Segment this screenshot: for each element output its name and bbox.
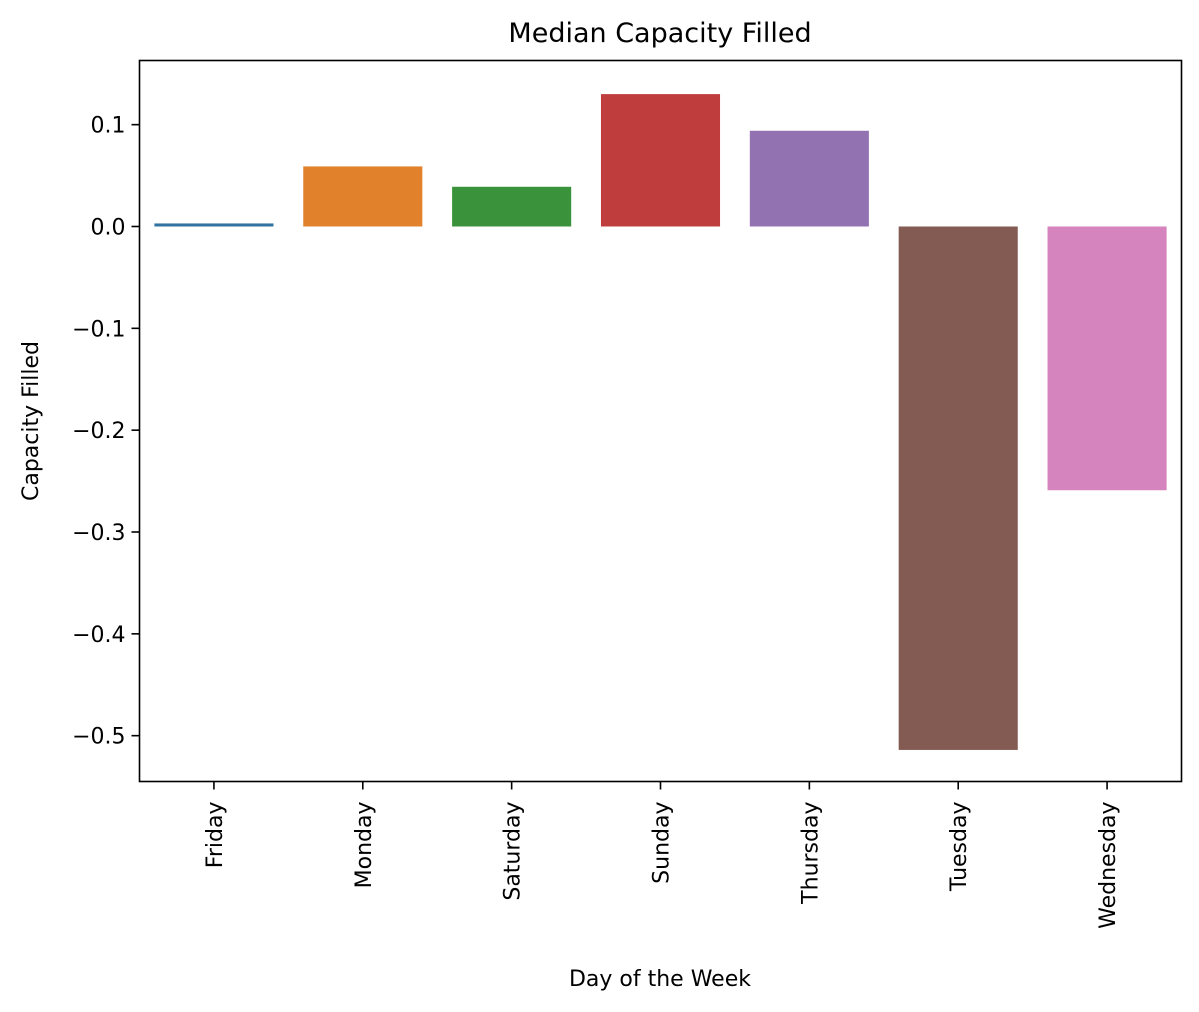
y-tick-label: −0.1 [72, 317, 125, 342]
y-axis: 0.1 0.0 −0.1 −0.2 −0.3 −0.4 −0.5 [72, 114, 140, 750]
x-axis: Friday Monday Saturday Sunday Thursday Tuesda… [203, 781, 1121, 929]
bar-thursday [749, 130, 869, 227]
x-tick-label: Wednesday [1096, 802, 1121, 929]
x-tick-label: Friday [203, 802, 228, 869]
bar-sunday [600, 94, 721, 227]
y-tick-label: −0.5 [72, 725, 125, 750]
x-tick-label: Saturday [501, 802, 526, 901]
bar-wednesday [1047, 226, 1167, 491]
bar-friday [154, 223, 274, 227]
bars-group [154, 94, 1167, 750]
bar-tuesday [898, 226, 1018, 750]
bar-saturday [452, 186, 572, 227]
x-tick-label: Tuesday [947, 802, 972, 893]
x-tick-label: Thursday [798, 802, 823, 905]
y-tick-label: −0.4 [72, 623, 125, 648]
y-tick-label: −0.3 [72, 521, 125, 546]
chart-title: Median Capacity Filled [508, 18, 811, 49]
y-tick-label: 0.1 [91, 114, 126, 139]
y-axis-label: Capacity Filled [19, 341, 44, 501]
x-tick-label: Sunday [650, 802, 675, 884]
x-axis-label: Day of the Week [569, 967, 751, 992]
y-tick-label: −0.2 [72, 419, 125, 444]
x-tick-label: Monday [352, 802, 377, 889]
y-tick-label: 0.0 [91, 215, 126, 240]
bar-monday [303, 166, 423, 227]
